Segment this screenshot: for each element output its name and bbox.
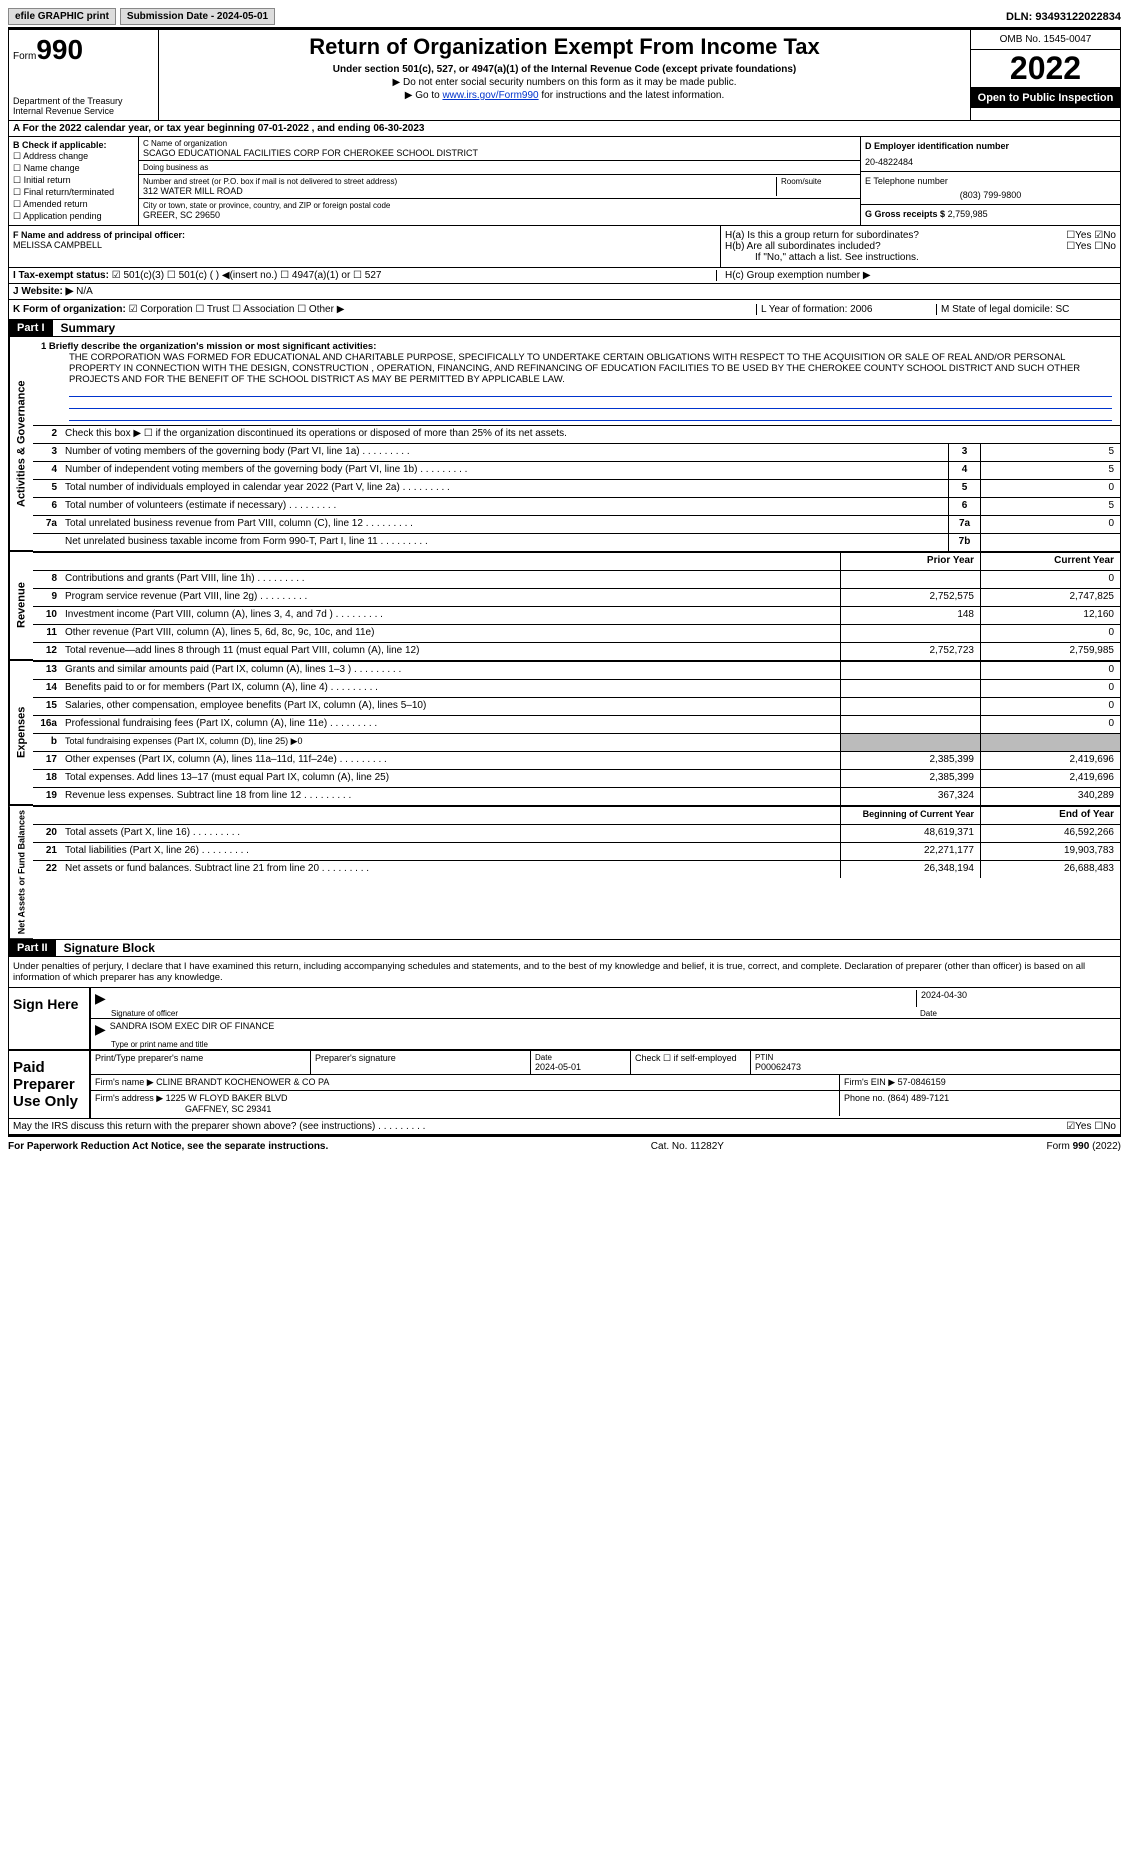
sig-date: 2024-04-30 [916, 990, 1116, 1007]
tax-status[interactable]: ☑ 501(c)(3) ☐ 501(c) ( ) ◀(insert no.) ☐… [112, 270, 382, 281]
gross-receipts: 2,759,985 [948, 209, 988, 219]
form-title: Return of Organization Exempt From Incom… [163, 34, 966, 60]
l10-p: 148 [840, 607, 980, 624]
instr2: ▶ Go to www.irs.gov/Form990 for instruct… [163, 90, 966, 101]
l7a-val: 0 [980, 516, 1120, 533]
l17-c: 2,419,696 [980, 752, 1120, 769]
hc: H(c) Group exemption number ▶ [716, 270, 1116, 281]
l11-c: 0 [980, 625, 1120, 642]
l20-p: 48,619,371 [840, 825, 980, 842]
section-bc: B Check if applicable: ☐ Address change … [8, 137, 1121, 226]
prep-date: 2024-05-01 [535, 1062, 626, 1072]
l9-p: 2,752,575 [840, 589, 980, 606]
dln: DLN: 93493122022834 [1006, 11, 1121, 23]
l22-p: 26,348,194 [840, 861, 980, 878]
topbar: efile GRAPHIC print Submission Date - 20… [8, 8, 1121, 29]
l13-c: 0 [980, 662, 1120, 679]
form-label: Form [13, 51, 36, 62]
chk-app[interactable]: ☐ Application pending [13, 211, 134, 222]
l8-c: 0 [980, 571, 1120, 588]
l19-p: 367,324 [840, 788, 980, 805]
declaration: Under penalties of perjury, I declare th… [9, 957, 1120, 987]
l20-c: 46,592,266 [980, 825, 1120, 842]
chk-final[interactable]: ☐ Final return/terminated [13, 187, 134, 198]
l16a-c: 0 [980, 716, 1120, 733]
may-irs-ans[interactable]: ☑Yes ☐No [1066, 1121, 1116, 1132]
submission-btn[interactable]: Submission Date - 2024-05-01 [120, 8, 275, 25]
chk-name[interactable]: ☐ Name change [13, 163, 134, 174]
firm-ein: 57-0846159 [898, 1077, 946, 1087]
paid-preparer: Paid Preparer Use Only [9, 1051, 89, 1118]
website: N/A [76, 286, 93, 297]
footer-left: For Paperwork Reduction Act Notice, see … [8, 1141, 328, 1152]
subtitle: Under section 501(c), 527, or 4947(a)(1)… [163, 64, 966, 75]
part1-title: Summary [61, 321, 116, 335]
hb-ans[interactable]: ☐Yes ☐No [1066, 241, 1116, 252]
l10-c: 12,160 [980, 607, 1120, 624]
l9-c: 2,747,825 [980, 589, 1120, 606]
form-header: Form990 Department of the Treasury Inter… [8, 29, 1121, 121]
firm-addr: 1225 W FLOYD BAKER BLVD [166, 1093, 288, 1103]
ein: 20-4822484 [865, 157, 1116, 167]
org-name: SCAGO EDUCATIONAL FACILITIES CORP FOR CH… [143, 148, 856, 158]
address: 312 WATER MILL ROAD [143, 186, 776, 196]
chk-amended[interactable]: ☐ Amended return [13, 199, 134, 210]
l7b-val [980, 534, 1120, 551]
vtab-netassets: Net Assets or Fund Balances [9, 806, 33, 939]
phone: (803) 799-9800 [865, 190, 1116, 200]
part2-hdr: Part II [9, 940, 56, 956]
l19-c: 340,289 [980, 788, 1120, 805]
efile-btn[interactable]: efile GRAPHIC print [8, 8, 116, 25]
footer-right: Form 990 (2022) [1047, 1141, 1122, 1152]
l12-p: 2,752,723 [840, 643, 980, 660]
irs: Internal Revenue Service [13, 106, 154, 116]
firm-name: CLINE BRANDT KOCHENOWER & CO PA [156, 1077, 329, 1087]
instr1: ▶ Do not enter social security numbers o… [163, 77, 966, 88]
sign-here: Sign Here [9, 988, 89, 1049]
form-number: 990 [36, 34, 83, 65]
omb: OMB No. 1545-0047 [971, 30, 1120, 50]
vtab-revenue: Revenue [9, 552, 33, 660]
l5-val: 0 [980, 480, 1120, 497]
form990-link[interactable]: www.irs.gov/Form990 [442, 90, 538, 101]
dept: Department of the Treasury [13, 96, 154, 106]
vtab-activities: Activities & Governance [9, 337, 33, 551]
part2-title: Signature Block [64, 941, 155, 955]
row-fh: F Name and address of principal officer:… [8, 226, 1121, 268]
tax-year: 2022 [971, 50, 1120, 88]
state-domicile: M State of legal domicile: SC [936, 304, 1116, 315]
open-public: Open to Public Inspection [971, 88, 1120, 108]
self-emp-check[interactable]: Check ☐ if self-employed [631, 1051, 751, 1074]
row-a: A For the 2022 calendar year, or tax yea… [8, 121, 1121, 137]
city: GREER, SC 29650 [143, 210, 856, 220]
l3-val: 5 [980, 444, 1120, 461]
l21-p: 22,271,177 [840, 843, 980, 860]
l22-c: 26,688,483 [980, 861, 1120, 878]
officer-name-title: SANDRA ISOM EXEC DIR OF FINANCE [110, 1021, 275, 1038]
l6-val: 5 [980, 498, 1120, 515]
arrow-icon: ▶ [95, 990, 106, 1007]
year-formation: L Year of formation: 2006 [756, 304, 936, 315]
officer-name: MELISSA CAMPBELL [13, 240, 716, 250]
col-b: B Check if applicable: ☐ Address change … [9, 137, 139, 225]
footer-mid: Cat. No. 11282Y [651, 1141, 724, 1152]
l4-val: 5 [980, 462, 1120, 479]
l18-p: 2,385,399 [840, 770, 980, 787]
chk-initial[interactable]: ☐ Initial return [13, 175, 134, 186]
mission-text: THE CORPORATION WAS FORMED FOR EDUCATION… [69, 352, 1112, 385]
part1-hdr: Part I [9, 320, 53, 336]
arrow-icon: ▶ [95, 1021, 106, 1038]
vtab-expenses: Expenses [9, 661, 33, 805]
firm-phone: (864) 489-7121 [888, 1093, 950, 1103]
ptin: P00062473 [755, 1062, 1116, 1072]
chk-addr[interactable]: ☐ Address change [13, 151, 134, 162]
l15-c: 0 [980, 698, 1120, 715]
form-org[interactable]: ☑ Corporation ☐ Trust ☐ Association ☐ Ot… [129, 304, 345, 315]
l18-c: 2,419,696 [980, 770, 1120, 787]
ha-ans[interactable]: ☐Yes ☑No [1066, 230, 1116, 241]
l21-c: 19,903,783 [980, 843, 1120, 860]
l14-c: 0 [980, 680, 1120, 697]
l17-p: 2,385,399 [840, 752, 980, 769]
l12-c: 2,759,985 [980, 643, 1120, 660]
